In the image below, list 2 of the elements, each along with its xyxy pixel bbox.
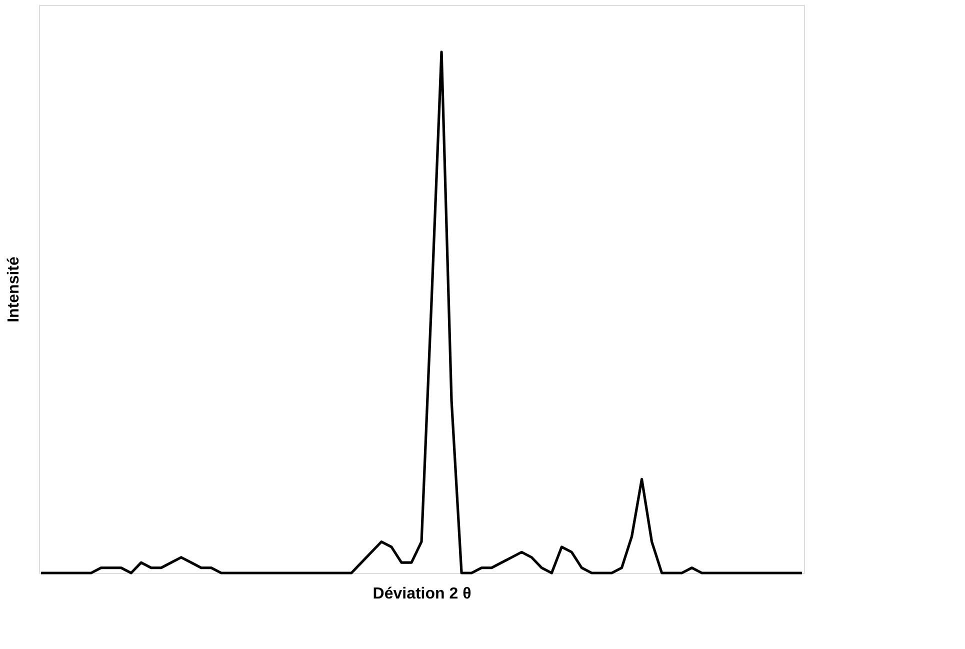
y-axis-title: Intensité: [6, 256, 22, 322]
x-axis-title: Déviation 2 θ: [372, 586, 472, 602]
